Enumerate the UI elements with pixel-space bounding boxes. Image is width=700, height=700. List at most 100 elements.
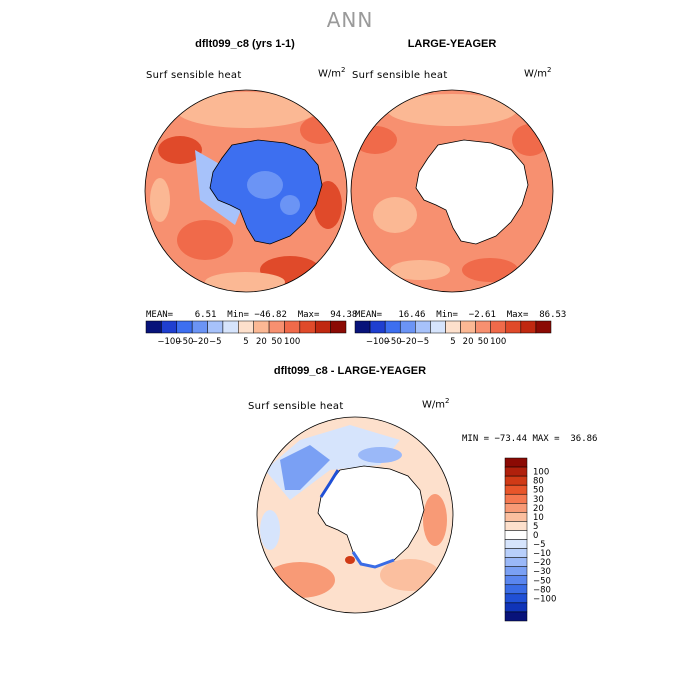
diff-field-patch <box>280 445 330 490</box>
left-field-patch <box>314 181 342 229</box>
diff-colorbar-color-box <box>504 575 528 586</box>
right-polar-map <box>351 90 553 292</box>
right-colorbar-color-box <box>369 320 386 334</box>
left-colorbar-color-box <box>222 320 239 334</box>
left-field-patch <box>205 272 285 292</box>
right-panel-title: LARGE-YEAGER <box>407 38 497 50</box>
right-colorbar-color-box <box>520 320 537 334</box>
diff-variable-label: Surf sensible heat <box>248 401 344 412</box>
diff-colorbar-color-box <box>504 539 528 549</box>
left-colorbar-color-box <box>284 320 301 334</box>
diff-colorbar-color-box <box>504 484 528 495</box>
diff-colorbar-tick-label: 50 <box>533 486 544 496</box>
right-colorbar-tick-label: −50 <box>384 337 402 347</box>
left-colorbar-tick-label: −100 <box>157 337 180 347</box>
left-field-patch <box>176 92 316 128</box>
right-colorbar-tick-label: 20 <box>463 337 474 347</box>
right-colorbar-tick-label: 50 <box>478 337 489 347</box>
diff-colorbar-tick-label: −20 <box>533 558 551 568</box>
right-variable-label: Surf sensible heat <box>352 70 448 81</box>
left-variable-label: Surf sensible heat <box>146 70 242 81</box>
diff-colorbar-color-box <box>504 593 528 604</box>
right-colorbar-tick-label: 100 <box>490 337 506 347</box>
diff-map-border <box>256 416 454 614</box>
right-field-patch <box>512 124 548 156</box>
diff-colorbar-color-box <box>504 566 528 576</box>
diff-colorbar-tick-label: −50 <box>533 576 551 586</box>
left-field-patch <box>158 136 202 164</box>
left-map-border <box>144 89 348 293</box>
left-panel-title: dflt099_c8 (yrs 1-1) <box>195 38 295 50</box>
diff-colorbar-tick-label: −5 <box>533 540 546 550</box>
left-field-patch <box>280 195 300 215</box>
diff-units-label: W/m2 <box>422 397 450 411</box>
right-antarctica-field <box>415 139 529 245</box>
diff-colorbar-tick-label: −80 <box>533 585 551 595</box>
diff-colorbar-tick-label: 5 <box>533 522 538 532</box>
diff-colorbar-color-box <box>504 493 528 504</box>
right-map-border <box>350 89 554 293</box>
left-units-label: W/m2 <box>318 66 346 80</box>
right-colorbar-color-box <box>430 320 446 334</box>
diff-colorbar-color-box <box>504 557 528 567</box>
diff-panel-title: dflt099_c8 - LARGE-YEAGER <box>273 365 427 377</box>
diff-colorbar-color-box <box>504 548 528 558</box>
diff-colorbar-tick-label: 20 <box>533 504 544 514</box>
left-colorbar-color-box <box>207 320 224 334</box>
right-field-patch <box>373 197 417 233</box>
left-polar-map <box>145 90 347 292</box>
right-colorbar-color-box <box>445 320 461 334</box>
left-colorbar-color-box <box>176 320 193 334</box>
right-colorbar-color-box <box>354 320 371 334</box>
left-field-patch <box>150 178 170 222</box>
diff-colorbar-tick-label: 30 <box>533 495 544 505</box>
left-field-patch <box>177 220 233 260</box>
diff-colorbar-color-box <box>504 457 528 468</box>
diff-colorbar-color-box <box>504 530 528 540</box>
left-colorbar: −100−50−20 −5 5 20 50 100 <box>145 320 347 347</box>
diff-field-patch <box>319 469 340 498</box>
left-colorbar-color-box <box>330 320 347 334</box>
right-stats: MEAN= 16.46 Min= −2.61 Max= 86.53 <box>355 310 567 320</box>
diff-field-patch <box>380 559 440 591</box>
left-colorbar-color-box <box>145 320 162 334</box>
right-field-patch <box>462 258 518 282</box>
right-units-label: W/m2 <box>524 66 552 80</box>
left-colorbar-tick-label: −50 <box>175 337 193 347</box>
diff-polar-map <box>257 417 453 613</box>
right-colorbar-tick-label: −5 <box>417 337 430 347</box>
right-colorbar: −100−50−20 −5 5 20 50 100 <box>354 320 552 347</box>
left-colorbar-color-box <box>161 320 178 334</box>
right-field-patch <box>390 260 450 280</box>
right-colorbar-color-box <box>505 320 522 334</box>
left-colorbar-tick-label: −20 <box>191 337 209 347</box>
diff-colorbar-color-box <box>504 584 528 595</box>
left-colorbar-color-box <box>314 320 331 334</box>
right-colorbar-color-box <box>475 320 491 334</box>
diff-colorbar-color-box <box>504 503 528 513</box>
diff-colorbar-tick-label: −10 <box>533 549 551 559</box>
left-colorbar-color-box <box>238 320 254 334</box>
right-colorbar-color-box <box>460 320 476 334</box>
diff-field-patch <box>260 510 280 550</box>
left-field-patch <box>300 116 340 144</box>
diff-colorbar-tick-label: 100 <box>533 468 549 478</box>
diff-colorbar-tick-label: 10 <box>533 513 544 523</box>
left-colorbar-color-box <box>253 320 270 334</box>
left-colorbar-tick-label: 20 <box>256 337 267 347</box>
diff-colorbar-color-box <box>504 475 528 486</box>
left-colorbar-tick-label: −5 <box>209 337 222 347</box>
right-colorbar-color-box <box>384 320 401 334</box>
diff-field-patch <box>351 551 395 569</box>
right-colorbar-color-box <box>399 320 416 334</box>
left-stats: MEAN= 6.51 Min= −46.82 Max= 94.38 <box>146 310 358 320</box>
right-colorbar-color-box <box>415 320 431 334</box>
right-field-patch <box>387 94 517 126</box>
diff-colorbar-color-box <box>504 611 528 622</box>
diff-colorbar-tick-label: 0 <box>533 531 538 541</box>
right-colorbar-color-box <box>490 320 507 334</box>
diff-field-patch <box>345 556 355 564</box>
left-colorbar-color-box <box>299 320 316 334</box>
